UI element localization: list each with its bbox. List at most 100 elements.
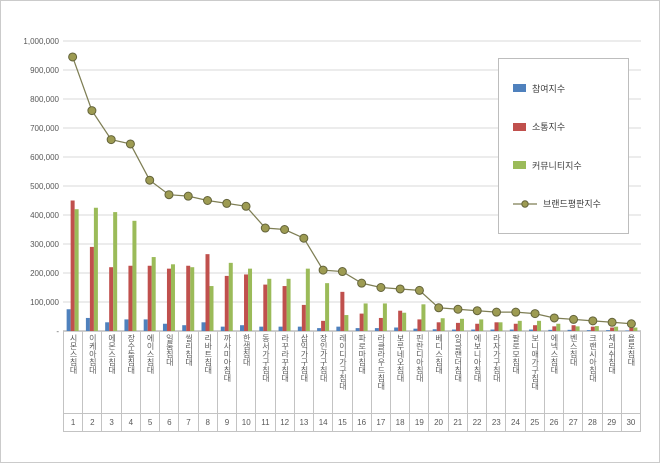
reputation-line-marker	[492, 307, 501, 317]
x-axis-category-label: 파로마침대	[357, 334, 367, 374]
reputation-line-marker	[222, 198, 232, 208]
x-axis-category-label: 레이디가구침대	[338, 334, 348, 390]
communication-legend-swatch-icon	[513, 122, 526, 131]
bar-participation	[471, 329, 476, 331]
x-axis-rank-label: 5	[141, 414, 161, 431]
x-axis-rank-label: 1	[64, 414, 84, 431]
x-axis-category-cell: 이케아침대	[83, 331, 103, 413]
bar-communication	[301, 304, 306, 331]
x-axis-category-cell: 베디스침대	[429, 331, 449, 413]
bar-community	[113, 212, 118, 331]
x-axis-category-cell: 벤스침대	[564, 331, 584, 413]
x-axis-category-label: 에보니아침대	[473, 334, 483, 382]
bar-community	[440, 318, 445, 331]
x-axis-category-cell: 삼익가구침대	[295, 331, 315, 413]
x-axis-rank-label: 17	[372, 414, 391, 431]
x-axis-category-label: 벤스침대	[569, 334, 579, 366]
x-axis-category-label: 장수돌침대	[126, 334, 136, 374]
bar-community	[93, 207, 98, 331]
bar-communication	[378, 317, 383, 331]
reputation-line-marker	[106, 135, 116, 145]
bar-participation	[394, 327, 399, 331]
bar-community	[170, 264, 175, 331]
bar-community	[556, 323, 561, 331]
x-axis-category-label: 크랜시아침대	[588, 334, 598, 382]
bar-community	[479, 319, 484, 331]
x-axis-category-label: 에이스침대	[146, 334, 156, 374]
bar-community	[382, 303, 387, 331]
bar-communication	[417, 319, 422, 331]
bar-participation	[278, 326, 283, 331]
x-axis-category-cell: 에몬스침대	[102, 331, 122, 413]
x-axis-rank-label: 26	[545, 414, 565, 431]
x-axis-category-label: 에넥스침대	[549, 334, 559, 374]
bar-community	[267, 278, 272, 331]
x-axis-category-label: 팔로모침대	[511, 334, 521, 374]
bar-participation	[336, 326, 341, 331]
legend-label: 브랜드평판지수	[543, 199, 601, 210]
x-axis-rank-label: 4	[122, 414, 141, 431]
y-axis-tick-label: -	[56, 327, 59, 336]
bar-community	[537, 320, 542, 331]
bar-community	[633, 327, 638, 331]
bar-participation	[548, 329, 553, 331]
bar-participation	[567, 329, 572, 331]
bar-communication	[359, 313, 364, 331]
bar-communication	[475, 323, 480, 331]
x-axis-category-label: 라클라우드침대	[376, 334, 386, 390]
bar-community	[151, 257, 156, 331]
reputation-line-marker	[357, 278, 367, 288]
x-axis-category-cell: 일룸침대	[160, 331, 180, 413]
x-axis-rank-label: 3	[102, 414, 122, 431]
reputation-line-marker	[87, 106, 97, 116]
x-axis-category-cell: 체리쉬침대	[603, 331, 622, 413]
x-axis-rank-label: 23	[487, 414, 507, 431]
bar-communication	[398, 310, 403, 331]
bar-communication	[590, 326, 595, 331]
bar-participation	[66, 309, 71, 331]
bar-community	[132, 220, 137, 331]
x-axis-rank-label: 6	[160, 414, 180, 431]
y-axis-tick-label: 400,000	[30, 211, 59, 220]
x-axis-rank-label: 2	[83, 414, 103, 431]
reputation-line-marker	[299, 233, 309, 243]
bar-community	[402, 312, 407, 331]
bar-community	[421, 304, 426, 331]
x-axis-rank-label: 22	[468, 414, 488, 431]
reputation-line-marker	[164, 190, 174, 200]
reputation-line-marker	[549, 313, 559, 323]
x-axis-category-label: 라자가구침대	[492, 334, 502, 382]
participation-legend-swatch-icon	[513, 84, 526, 93]
bar-communication	[89, 246, 94, 331]
bar-community	[498, 322, 503, 331]
reputation-line-marker	[376, 283, 386, 292]
reputation-line-marker	[183, 191, 193, 201]
bar-participation	[240, 325, 245, 331]
x-axis-category-label: 까사미아침대	[222, 334, 232, 382]
x-axis-category-label: 동서가구침대	[261, 334, 271, 382]
bar-participation	[625, 330, 630, 331]
reputation-line-marker	[569, 314, 579, 324]
x-axis-category-cell: 에넥스침대	[545, 331, 565, 413]
x-axis-rank-label: 24	[506, 414, 526, 431]
bar-communication	[552, 326, 557, 331]
reputation-line-marker	[530, 309, 540, 319]
x-axis-category-cell: 한샘침대	[237, 331, 257, 413]
reputation-line-marker	[414, 285, 424, 295]
y-axis-tick-label: 100,000	[30, 298, 59, 307]
bar-communication	[109, 267, 114, 331]
x-axis-category-cell: 크랜시아침대	[583, 331, 603, 413]
bar-participation	[220, 326, 225, 331]
bar-participation	[85, 317, 90, 331]
legend: 참여지수 소통지수 커뮤니티지수 브랜드평판지수	[498, 58, 629, 234]
bar-community	[575, 326, 580, 331]
x-axis-rank-label: 25	[526, 414, 545, 431]
x-axis-rank-label: 10	[237, 414, 257, 431]
bar-community	[305, 268, 310, 331]
x-axis-category-cell: 팔로모침대	[506, 331, 526, 413]
x-axis-rank-label: 27	[564, 414, 584, 431]
x-axis-rank-label: 28	[583, 414, 603, 431]
y-axis-tick-label: 500,000	[30, 182, 59, 191]
bar-participation	[490, 329, 495, 331]
